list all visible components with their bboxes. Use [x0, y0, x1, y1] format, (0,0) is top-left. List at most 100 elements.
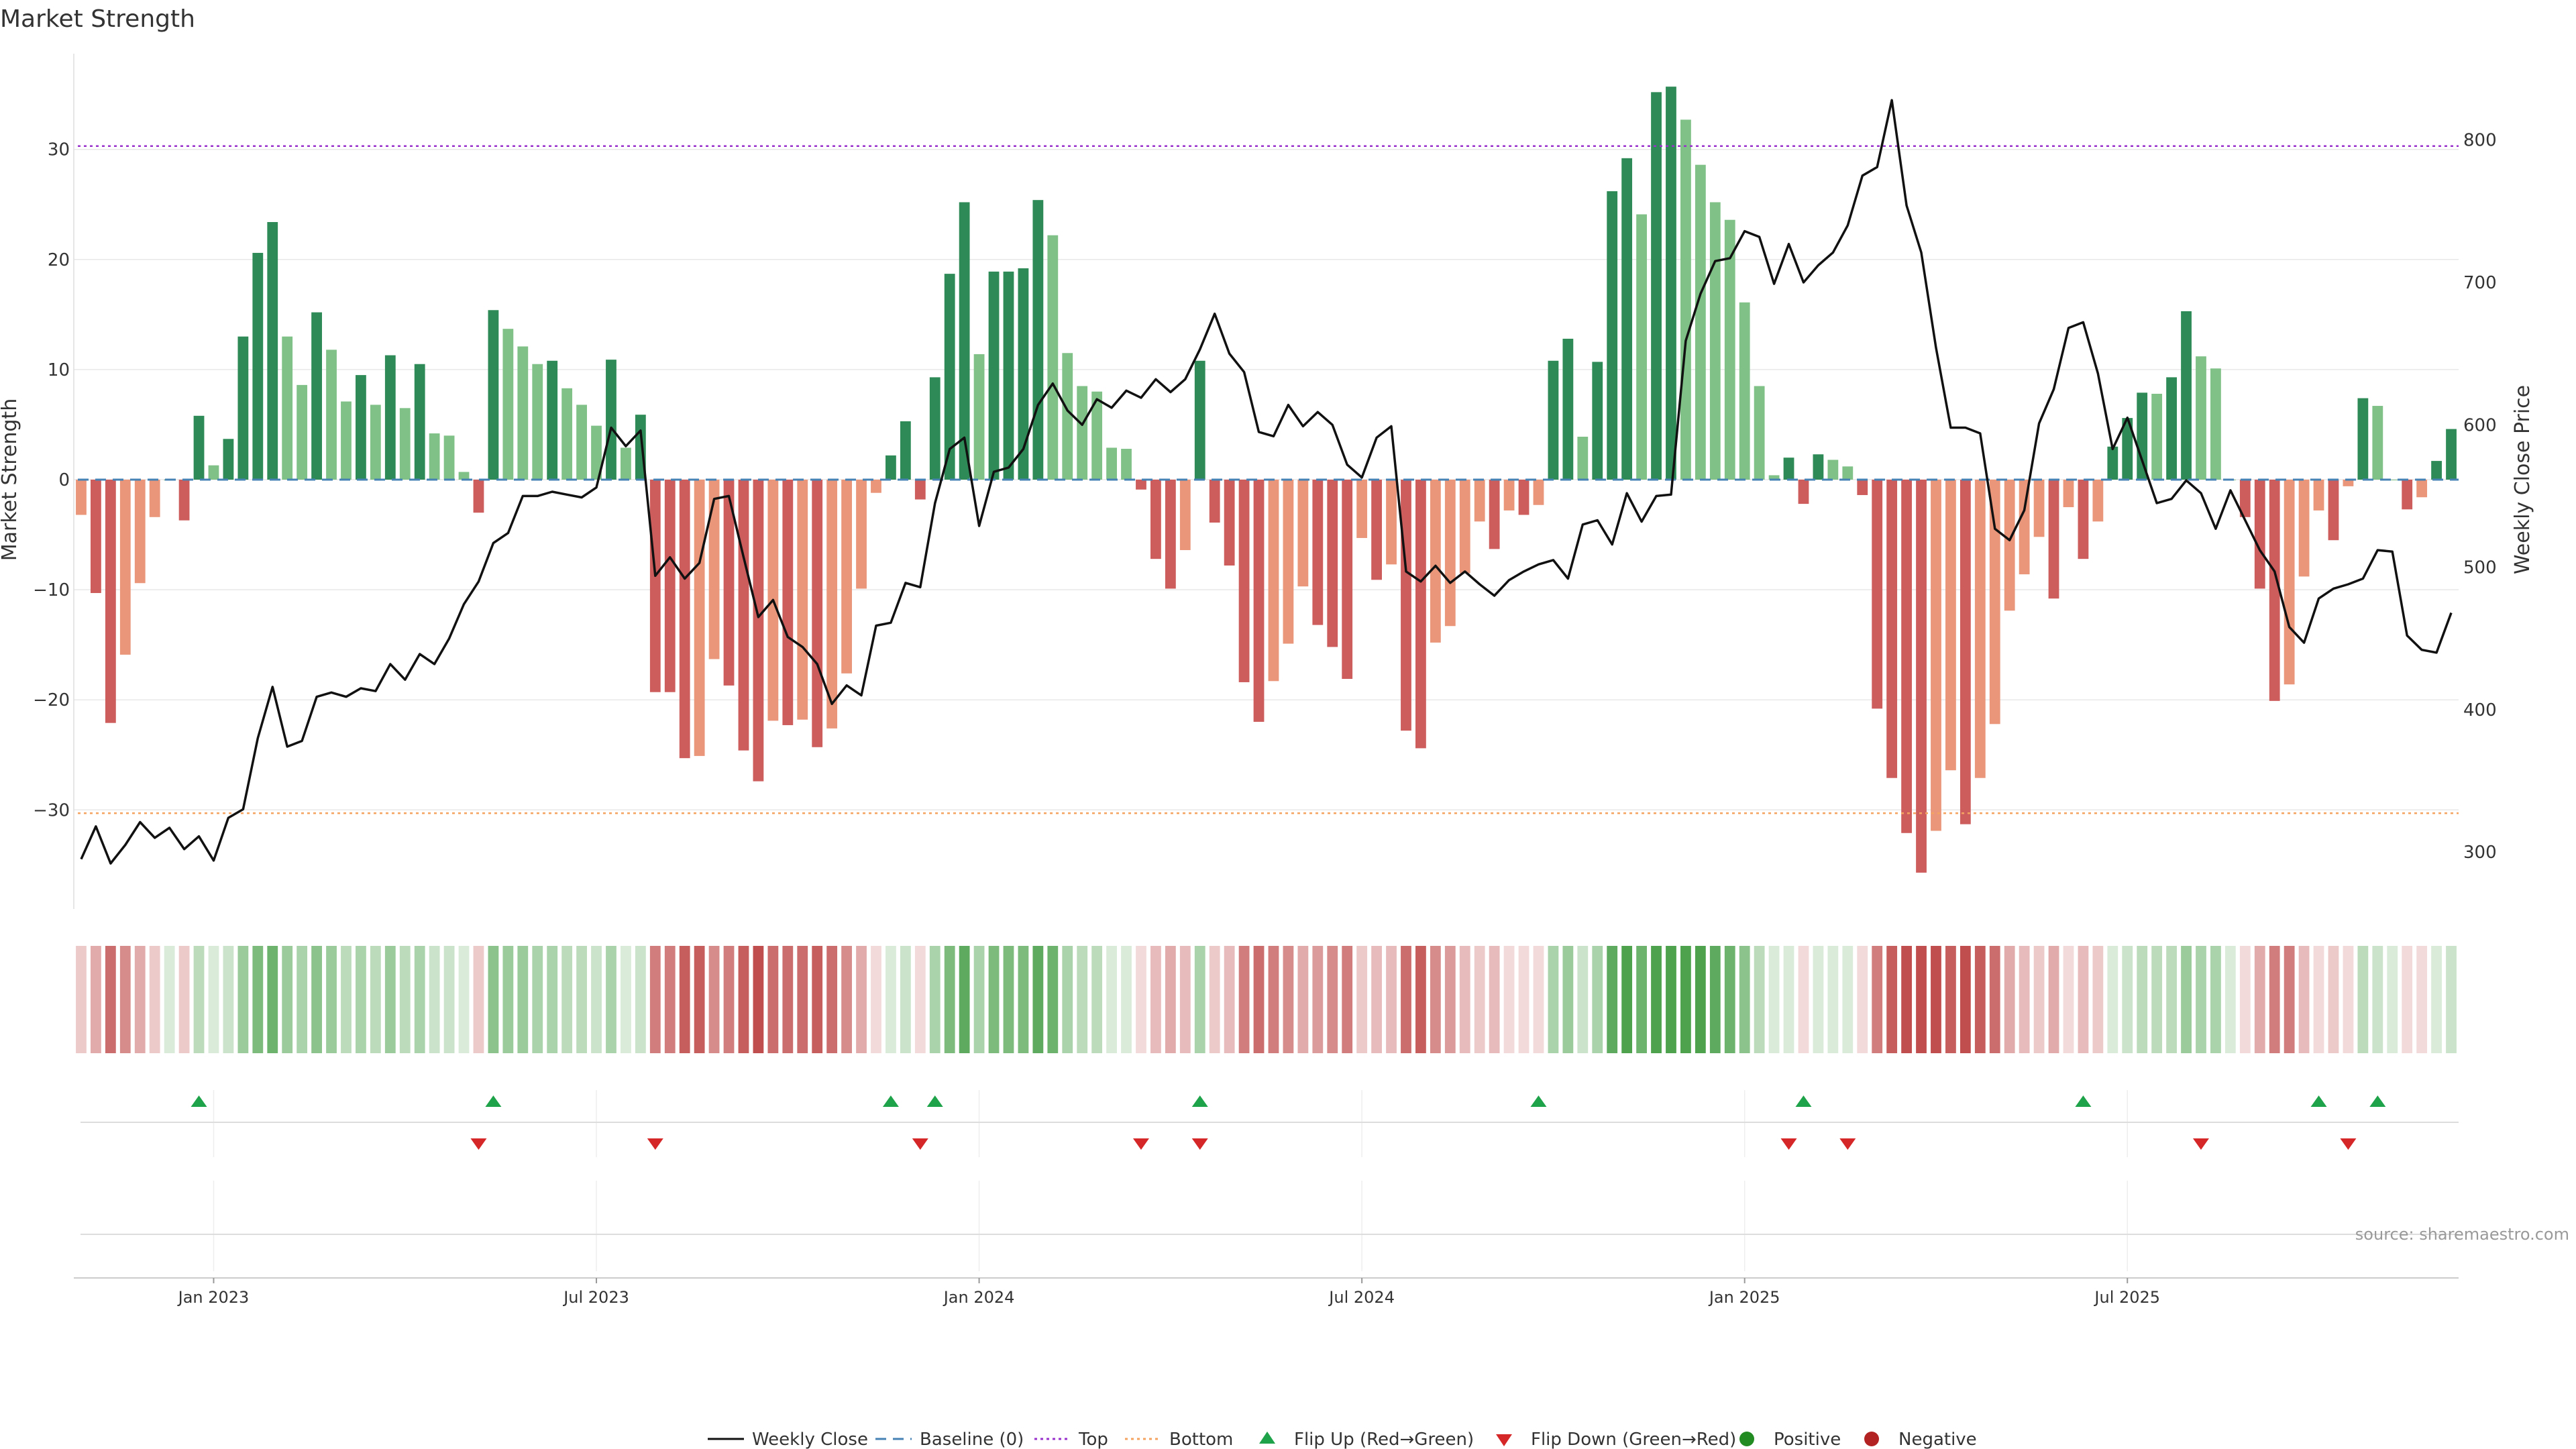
strength-bar	[1518, 480, 1529, 515]
strength-bar	[1106, 447, 1117, 480]
strength-bar	[1739, 302, 1750, 480]
heatmap-cell	[738, 946, 749, 1053]
heatmap-cell	[1798, 946, 1809, 1053]
strength-bar	[134, 480, 146, 584]
strength-bar	[297, 384, 308, 480]
legend: Weekly Close Baseline (0) Top Bottom Flip Up…	[708, 1430, 1977, 1449]
strength-bar	[1827, 460, 1839, 480]
strength-bar	[429, 433, 440, 480]
y2-tick-label: 300	[2463, 843, 2497, 863]
heatmap-cell	[2402, 946, 2413, 1053]
heatmap-cell	[208, 946, 219, 1053]
strength-bar	[282, 336, 293, 480]
heatmap-cell	[1327, 946, 1338, 1053]
heatmap-cell	[1194, 946, 1205, 1053]
strength-bar	[723, 480, 735, 686]
heatmap-cell	[1474, 946, 1485, 1053]
strength-bar	[2166, 377, 2177, 480]
strength-bar	[959, 202, 970, 480]
heatmap-cell	[2137, 946, 2148, 1053]
heatmap-cell	[1783, 946, 1794, 1053]
heatmap-cell	[297, 946, 308, 1053]
heatmap-cell	[782, 946, 794, 1053]
strength-bar	[399, 408, 411, 480]
heatmap-cell	[1312, 946, 1324, 1053]
heatmap-cell	[959, 946, 970, 1053]
heatmap-cell	[2063, 946, 2074, 1053]
strength-bar	[2078, 480, 2089, 559]
strength-bar	[1768, 475, 1780, 480]
strength-bar	[973, 354, 985, 480]
heatmap-cell	[1224, 946, 1235, 1053]
heatmap-cell	[134, 946, 146, 1053]
strength-bar	[1813, 454, 1824, 480]
strength-bar	[1430, 480, 1441, 643]
strength-bar	[1621, 158, 1633, 480]
y-tick-label: 20	[48, 250, 70, 270]
strength-bar	[1974, 480, 1986, 778]
strength-bar	[871, 480, 881, 493]
heatmap-cell	[1371, 946, 1382, 1053]
x-tick-label: Jan 2023	[177, 1288, 250, 1307]
strength-bar	[1194, 360, 1205, 480]
heatmap-cell	[1430, 946, 1441, 1053]
heatmap-cell	[1444, 946, 1456, 1053]
heatmap-cell	[193, 946, 205, 1053]
strength-bar	[1077, 386, 1088, 480]
strength-bar	[1989, 480, 2000, 724]
heatmap-cell	[267, 946, 278, 1053]
heatmap-cell	[282, 946, 293, 1053]
strength-bar	[561, 388, 573, 480]
strength-bar	[1842, 466, 1854, 480]
legend-label: Baseline (0)	[920, 1430, 1024, 1449]
strength-bar	[2004, 480, 2015, 611]
flip-up-marker	[1795, 1095, 1812, 1107]
heatmap-cell	[944, 946, 955, 1053]
heatmap-cell	[1179, 946, 1191, 1053]
heatmap-cell	[753, 946, 764, 1053]
heatmap-cell	[1401, 946, 1411, 1053]
strength-bar	[384, 355, 396, 480]
heatmap-cell	[2372, 946, 2383, 1053]
strength-bar	[2137, 392, 2148, 480]
strength-bar	[208, 465, 219, 480]
heatmap-cell	[178, 946, 190, 1053]
heatmap-cell	[2431, 946, 2442, 1053]
heatmap-cell	[1238, 946, 1250, 1053]
y2-tick-label: 600	[2463, 415, 2497, 435]
heatmap-cell	[414, 946, 425, 1053]
flip-down-marker	[1839, 1138, 1856, 1150]
heatmap-cell	[1827, 946, 1839, 1053]
strength-bar	[2063, 480, 2074, 508]
y2-tick-label: 400	[2463, 700, 2497, 720]
strength-bar	[1356, 480, 1368, 538]
heatmap-cell	[1150, 946, 1161, 1053]
heatmap-cell	[2387, 946, 2398, 1053]
heatmap-cell	[517, 946, 529, 1053]
heatmap-cell	[664, 946, 676, 1053]
price-line-group	[80, 99, 2453, 865]
heatmap-cell	[826, 946, 838, 1053]
heatmap-cell	[105, 946, 116, 1053]
source-label: source: sharemaestro.com	[2355, 1225, 2569, 1244]
strength-bar	[1165, 480, 1176, 589]
strength-bar	[1121, 449, 1132, 480]
strength-bar	[1444, 480, 1456, 627]
strength-bar	[502, 329, 514, 480]
strength-bar	[532, 364, 543, 480]
strength-bar	[1342, 480, 1353, 680]
heatmap-cell	[694, 946, 705, 1053]
strength-bar	[119, 480, 131, 655]
heatmap-cell	[2446, 946, 2457, 1053]
strength-bar	[1150, 480, 1161, 559]
strength-bar	[2313, 480, 2324, 511]
strength-bar	[149, 480, 160, 517]
strength-bar	[738, 480, 749, 751]
legend-item-negative: Negative	[1864, 1430, 1977, 1449]
strength-bar	[488, 310, 499, 480]
strength-bar	[900, 421, 911, 480]
triangle-down-icon	[1496, 1434, 1512, 1446]
strength-bar	[2446, 429, 2457, 480]
strength-bar	[105, 480, 116, 723]
heatmap-cell	[576, 946, 587, 1053]
